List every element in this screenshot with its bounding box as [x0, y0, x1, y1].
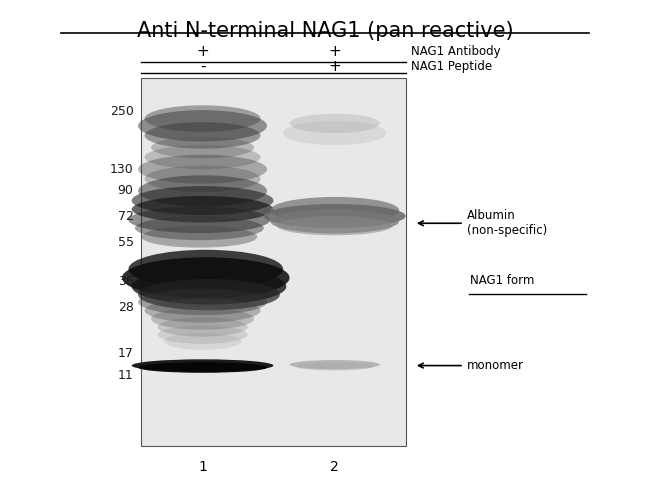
Text: 55: 55 [118, 236, 134, 249]
Ellipse shape [270, 197, 399, 224]
Ellipse shape [129, 206, 270, 233]
Text: Albumin
(non-specific): Albumin (non-specific) [419, 209, 547, 237]
Text: Anti N-terminal NAG1 (pan reactive): Anti N-terminal NAG1 (pan reactive) [136, 21, 514, 41]
Ellipse shape [135, 216, 264, 240]
Ellipse shape [138, 362, 267, 373]
Text: 2: 2 [330, 460, 339, 474]
Ellipse shape [289, 360, 380, 369]
Ellipse shape [138, 155, 267, 183]
Text: NAG1 form: NAG1 form [470, 274, 534, 286]
Ellipse shape [122, 257, 289, 298]
Ellipse shape [151, 308, 254, 329]
Ellipse shape [289, 114, 380, 133]
Ellipse shape [138, 279, 280, 310]
Ellipse shape [132, 359, 274, 372]
Ellipse shape [132, 268, 287, 305]
Text: +: + [328, 43, 341, 59]
Ellipse shape [283, 121, 386, 145]
Text: monomer: monomer [419, 359, 524, 372]
Ellipse shape [144, 122, 261, 149]
Ellipse shape [157, 325, 248, 344]
Ellipse shape [138, 288, 267, 315]
Text: 130: 130 [110, 163, 134, 176]
Ellipse shape [138, 110, 267, 142]
Text: -: - [200, 59, 205, 74]
Ellipse shape [132, 186, 274, 215]
Text: 17: 17 [118, 347, 134, 361]
Ellipse shape [129, 250, 283, 288]
Ellipse shape [144, 165, 261, 192]
Ellipse shape [144, 145, 261, 169]
Text: 90: 90 [118, 184, 134, 198]
Ellipse shape [138, 175, 267, 206]
Text: 11: 11 [118, 369, 134, 382]
Ellipse shape [144, 299, 261, 323]
Text: 250: 250 [110, 105, 134, 118]
Ellipse shape [157, 317, 248, 337]
FancyBboxPatch shape [141, 78, 406, 446]
Text: +: + [196, 43, 209, 59]
Ellipse shape [270, 209, 399, 233]
Text: 1: 1 [198, 460, 207, 474]
Text: +: + [328, 59, 341, 74]
Ellipse shape [264, 204, 406, 228]
Text: NAG1 Antibody: NAG1 Antibody [411, 44, 500, 58]
Ellipse shape [141, 226, 257, 247]
Text: NAG1 Peptide: NAG1 Peptide [411, 60, 492, 73]
Ellipse shape [164, 333, 241, 350]
Ellipse shape [151, 137, 254, 159]
Ellipse shape [144, 105, 261, 132]
Ellipse shape [132, 196, 274, 223]
Text: 72: 72 [118, 209, 134, 223]
Ellipse shape [296, 363, 373, 370]
Text: 36: 36 [118, 275, 134, 288]
Text: 28: 28 [118, 301, 134, 314]
Ellipse shape [277, 216, 393, 235]
